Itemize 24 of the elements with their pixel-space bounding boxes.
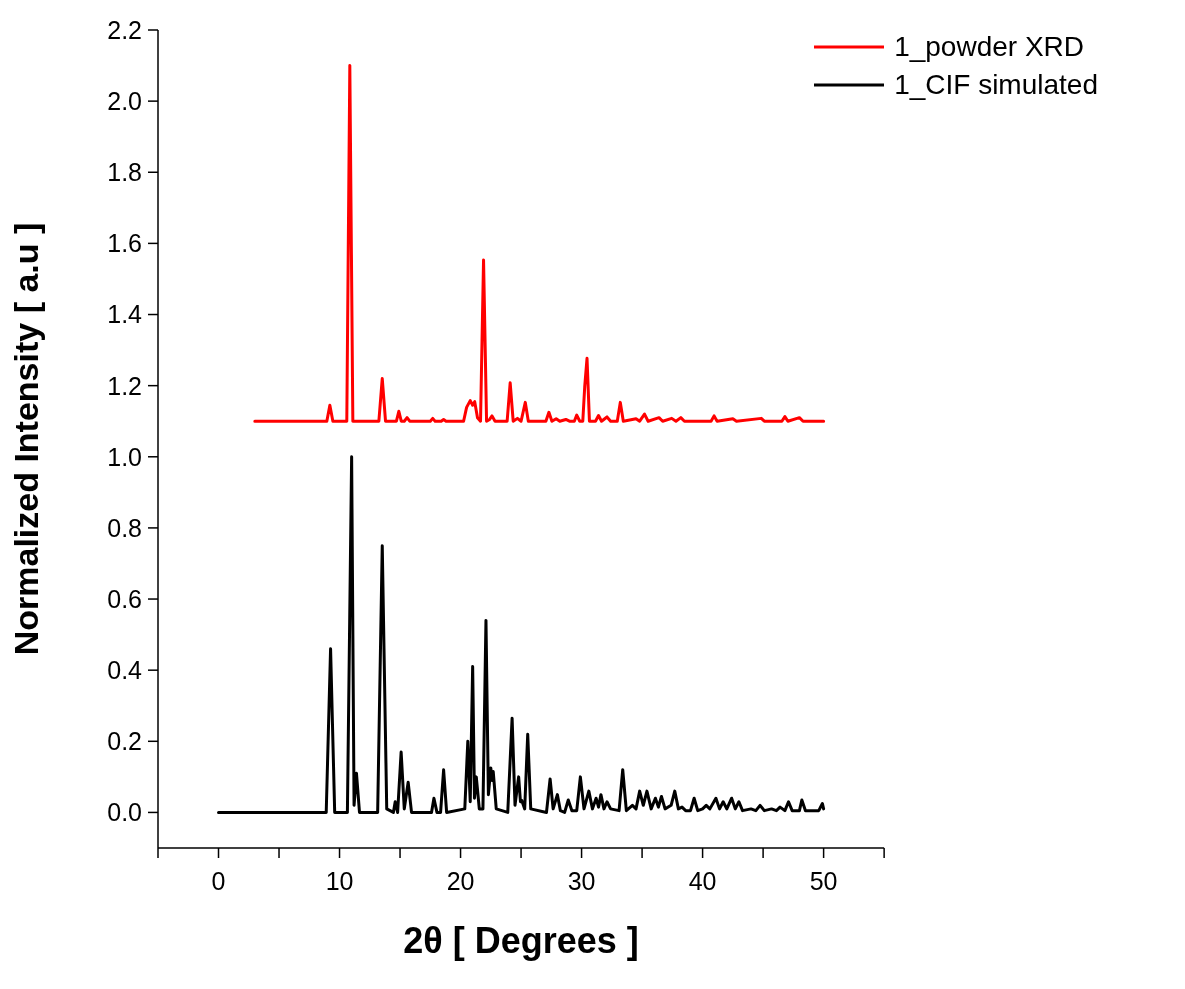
- y-tick-label: 1.2: [107, 371, 142, 400]
- legend-label: 1_CIF simulated: [894, 68, 1098, 102]
- y-tick-label: 1.6: [107, 229, 142, 258]
- x-tick-label: 20: [446, 866, 475, 895]
- x-tick-label: 40: [688, 866, 717, 895]
- line-series: [217, 455, 826, 814]
- y-tick-label: 0.6: [107, 584, 142, 613]
- y-tick-label: 2.0: [107, 87, 142, 116]
- y-tick-label: 1.0: [107, 442, 142, 471]
- x-axis-title: 2θ [ Degrees ]: [403, 920, 639, 961]
- x-tick-label: 10: [325, 866, 354, 895]
- y-tick-label: 0.4: [107, 656, 143, 685]
- legend-label: 1_powder XRD: [894, 30, 1084, 64]
- line-series: [253, 64, 826, 423]
- y-tick-label: 1.8: [107, 158, 142, 187]
- x-tick-label: 50: [809, 866, 838, 895]
- y-tick-label: 0.0: [107, 798, 142, 827]
- y-tick-label: 0.8: [107, 513, 142, 542]
- x-tick-label: 0: [211, 866, 226, 895]
- y-axis-title: Normalized Intensity [ a.u ]: [7, 222, 46, 656]
- y-tick-label: 2.2: [107, 15, 142, 44]
- y-tick-label: 1.4: [107, 300, 143, 329]
- y-tick-label: 0.2: [107, 727, 142, 756]
- x-tick-label: 30: [567, 866, 596, 895]
